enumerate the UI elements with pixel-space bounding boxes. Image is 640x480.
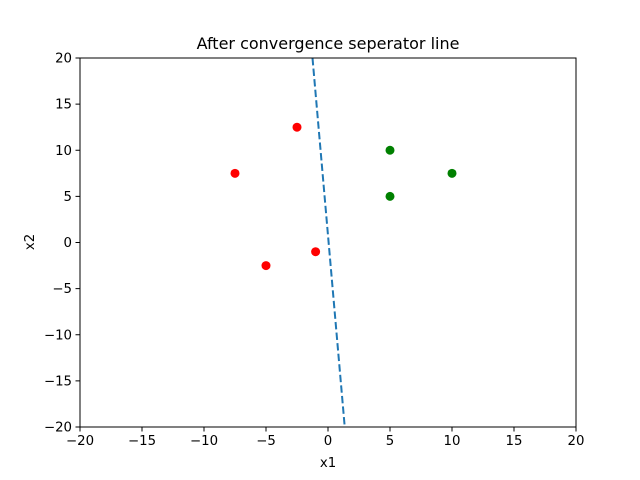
series-1	[385, 145, 457, 201]
y-tick-label: 0	[64, 236, 72, 251]
x-tick-label: 15	[506, 434, 523, 449]
data-point	[385, 191, 395, 201]
x-tick-label: 10	[444, 434, 461, 449]
y-tick-label: −5	[52, 282, 72, 297]
plot-area	[79, 57, 577, 428]
data-point	[292, 122, 302, 132]
y-tick-label: 10	[55, 144, 72, 159]
x-tick-label: −15	[128, 434, 156, 449]
y-tick-label: 20	[55, 52, 72, 67]
x-tick-label: 5	[386, 434, 394, 449]
chart-title: After convergence seperator line	[197, 34, 460, 53]
y-axis-label: x2	[23, 234, 38, 250]
x-tick-label: 0	[324, 434, 332, 449]
data-point	[230, 168, 240, 178]
x-tick-label: −20	[66, 434, 94, 449]
x-axis-ticks: −20 −15 −10 −5 0 5 10 15 20	[66, 427, 584, 449]
data-point	[385, 145, 395, 155]
y-axis-ticks: −20 −15 −10 −5 0 5 10 15 20	[44, 52, 80, 436]
x-tick-label: −10	[190, 434, 218, 449]
x-tick-label: 20	[568, 434, 585, 449]
data-point	[447, 168, 457, 178]
series-0	[230, 122, 321, 271]
y-tick-label: −10	[44, 328, 72, 343]
y-tick-label: −15	[44, 374, 72, 389]
y-tick-label: −20	[44, 421, 72, 436]
x-tick-label: −5	[256, 434, 276, 449]
y-tick-label: 5	[64, 190, 72, 205]
x-axis-label: x1	[320, 456, 336, 471]
separator-line	[311, 58, 346, 427]
y-tick-label: 15	[55, 98, 72, 113]
data-point	[261, 261, 271, 271]
data-point	[311, 247, 321, 257]
